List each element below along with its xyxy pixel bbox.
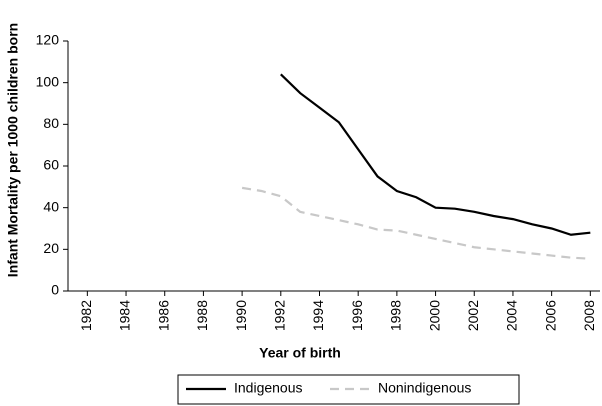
x-tick-label: 2008 [581, 300, 597, 331]
y-tick-label: 120 [36, 32, 60, 48]
x-tick-label: 1996 [349, 300, 365, 331]
y-tick-label: 20 [43, 240, 59, 256]
x-tick-label: 2004 [504, 300, 520, 331]
legend-box [177, 374, 520, 405]
x-tick-label: 1986 [155, 300, 171, 331]
x-tick-label: 2006 [542, 300, 558, 331]
y-axis-label: Infant Mortality per 1000 children born [5, 23, 21, 277]
series-line [241, 186, 591, 260]
y-tick-label: 40 [43, 198, 59, 214]
x-tick-label: 1992 [272, 300, 288, 331]
x-tick-label: 1984 [117, 300, 133, 331]
x-tick-label: 1988 [194, 300, 210, 331]
y-tick-label: 80 [43, 115, 59, 131]
x-tick-label: 1998 [388, 300, 404, 331]
x-tick-label: 2002 [465, 300, 481, 331]
y-tick-label: 100 [36, 73, 60, 89]
x-tick-label: 2000 [426, 300, 442, 331]
y-tick-label: 0 [51, 282, 59, 298]
series-line [280, 73, 591, 236]
x-axis-label: Year of birth [259, 345, 341, 361]
y-tick-label: 60 [43, 157, 59, 173]
x-tick-label: 1990 [233, 300, 249, 331]
x-tick-label: 1994 [310, 300, 326, 331]
legend-label: Nonindigenous [378, 380, 471, 396]
legend-label: Indigenous [234, 380, 303, 396]
x-tick-label: 1982 [78, 300, 94, 331]
